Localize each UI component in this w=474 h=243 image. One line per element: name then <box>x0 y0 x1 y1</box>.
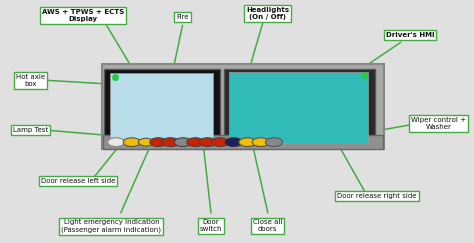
Circle shape <box>265 138 283 147</box>
FancyBboxPatch shape <box>102 64 384 149</box>
Text: Hot axle
box: Hot axle box <box>16 74 46 87</box>
Text: Light emergency indication
(Passenger alarm indication): Light emergency indication (Passenger al… <box>62 219 161 233</box>
Circle shape <box>108 138 125 147</box>
Text: Close all
doors: Close all doors <box>253 219 283 233</box>
Circle shape <box>252 138 269 147</box>
FancyBboxPatch shape <box>110 73 213 142</box>
Circle shape <box>239 138 256 147</box>
FancyBboxPatch shape <box>224 69 375 146</box>
Text: Headlights
(On / Off): Headlights (On / Off) <box>246 7 289 20</box>
Text: Fire: Fire <box>176 14 189 20</box>
Text: Door
switch: Door switch <box>200 219 222 233</box>
Text: Lamp Test: Lamp Test <box>13 127 48 133</box>
Circle shape <box>187 138 204 147</box>
Circle shape <box>225 138 242 147</box>
Circle shape <box>199 138 216 147</box>
FancyBboxPatch shape <box>229 72 368 143</box>
Circle shape <box>150 138 167 147</box>
Text: Door release left side: Door release left side <box>41 178 115 184</box>
Circle shape <box>123 138 140 147</box>
Text: Wiper control +
Washer: Wiper control + Washer <box>411 117 466 130</box>
FancyBboxPatch shape <box>103 135 383 149</box>
Circle shape <box>138 138 154 146</box>
Text: AWS + TPWS + ECTS
Display: AWS + TPWS + ECTS Display <box>42 9 124 22</box>
Circle shape <box>211 138 228 147</box>
Text: Driver's HMI: Driver's HMI <box>386 32 434 38</box>
Circle shape <box>174 138 191 147</box>
FancyBboxPatch shape <box>104 69 220 146</box>
Circle shape <box>162 138 179 147</box>
Text: Door release right side: Door release right side <box>337 193 417 199</box>
